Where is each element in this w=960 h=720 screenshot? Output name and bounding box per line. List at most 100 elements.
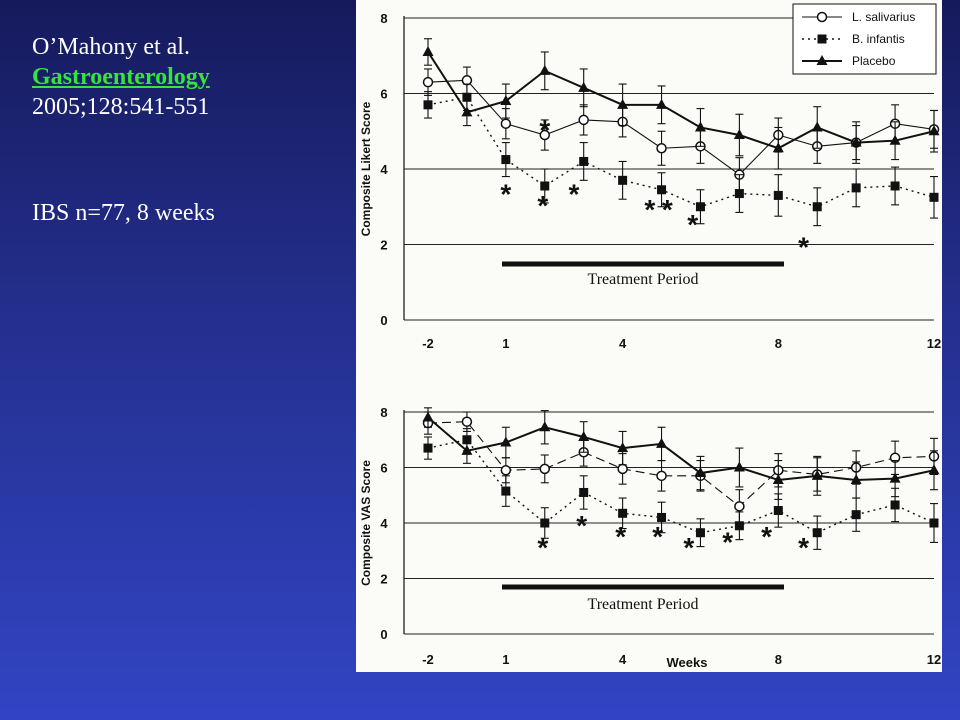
data-point bbox=[733, 461, 745, 472]
y-axis-label: Composite Likert Score bbox=[359, 101, 373, 236]
data-point bbox=[617, 98, 629, 109]
citation-authors: O’Mahony et al. bbox=[32, 34, 190, 60]
y-tick-label: 6 bbox=[380, 461, 387, 476]
legend-label: L. salivarius bbox=[852, 10, 915, 24]
chart-1: 0 2 4 6 8 Composite Likert Score -2 1 4 8 12 Treatm… bbox=[359, 3, 941, 351]
data-point bbox=[500, 436, 512, 447]
data-point bbox=[889, 472, 901, 483]
data-point bbox=[539, 463, 551, 475]
data-point bbox=[772, 473, 784, 484]
data-point bbox=[540, 518, 550, 528]
significance-star: * bbox=[798, 232, 809, 263]
data-point bbox=[579, 487, 589, 497]
study-info: IBS n=77, 8 weeks bbox=[32, 200, 215, 226]
citation-reference: 2005;128:541-551 bbox=[32, 94, 210, 120]
data-point bbox=[929, 518, 939, 528]
legend-marker bbox=[816, 11, 828, 23]
significance-star: * bbox=[798, 532, 809, 563]
chart-2: 0 2 4 6 8 Composite VAS Score -2 1 4 8 12 Weeks Trea… bbox=[359, 405, 941, 670]
data-point bbox=[734, 521, 744, 531]
legend-label: Placebo bbox=[852, 54, 896, 68]
y-tick-label: 2 bbox=[380, 572, 387, 587]
x-tick-label: 1 bbox=[502, 652, 509, 667]
data-point bbox=[462, 92, 472, 102]
significance-star: * bbox=[761, 521, 772, 552]
y-axis-label: Composite VAS Score bbox=[359, 460, 373, 586]
data-point bbox=[501, 155, 511, 165]
series-line bbox=[427, 96, 935, 208]
data-point bbox=[539, 421, 551, 432]
x-tick-label: 4 bbox=[619, 652, 627, 667]
data-point bbox=[578, 430, 590, 441]
data-point bbox=[890, 181, 900, 191]
y-tick-label: 4 bbox=[380, 516, 388, 531]
x-tick-label: 8 bbox=[775, 652, 782, 667]
data-point bbox=[500, 465, 512, 476]
data-point bbox=[617, 442, 629, 453]
data-point bbox=[889, 134, 901, 145]
data-point bbox=[501, 486, 511, 496]
data-point bbox=[461, 106, 473, 117]
data-point bbox=[578, 114, 589, 126]
citation-block: O’Mahony et al. Gastroenterology 2005;12… bbox=[32, 32, 215, 228]
legend: L. salivarius B. infantis Placebo bbox=[792, 3, 937, 75]
data-point bbox=[500, 95, 512, 106]
data-point bbox=[618, 508, 628, 518]
treatment-period-label: Treatment Period bbox=[588, 596, 699, 613]
journal-link[interactable]: Gastroenterology bbox=[32, 64, 210, 90]
data-point bbox=[851, 183, 861, 193]
significance-star: * bbox=[644, 194, 655, 225]
significance-star: * bbox=[615, 521, 626, 552]
x-tick-label: -2 bbox=[422, 336, 434, 351]
series-line bbox=[427, 421, 935, 508]
data-point bbox=[694, 121, 706, 132]
data-point bbox=[656, 98, 668, 109]
series-line bbox=[427, 416, 935, 482]
data-point bbox=[928, 125, 940, 136]
y-tick-label: 6 bbox=[380, 87, 387, 102]
y-tick-label: 8 bbox=[380, 11, 387, 26]
y-tick-label: 0 bbox=[380, 627, 387, 642]
legend-box bbox=[792, 3, 937, 75]
data-point bbox=[657, 512, 667, 522]
data-point bbox=[461, 444, 473, 455]
data-point bbox=[422, 45, 434, 56]
legend-marker bbox=[817, 34, 827, 44]
series-placebo bbox=[422, 38, 940, 170]
legend-label: B. infantis bbox=[852, 32, 905, 46]
data-point bbox=[422, 411, 434, 422]
data-point bbox=[733, 129, 745, 140]
data-point bbox=[695, 528, 705, 538]
figure-panel: 0 2 4 6 8 Composite Likert Score -2 1 4 8 12 Treatm… bbox=[356, 0, 942, 672]
data-point bbox=[890, 500, 900, 510]
series-line bbox=[427, 79, 935, 176]
data-point bbox=[929, 192, 939, 202]
series-b-infantis bbox=[423, 83, 939, 227]
significance-star: * bbox=[569, 179, 580, 210]
series-b-infantis bbox=[423, 428, 939, 550]
x-tick-label: 1 bbox=[502, 336, 509, 351]
data-point bbox=[461, 416, 473, 427]
data-point bbox=[500, 118, 512, 129]
series-placebo bbox=[422, 407, 940, 500]
data-point bbox=[811, 469, 823, 480]
data-point bbox=[656, 142, 667, 154]
x-tick-label: 12 bbox=[927, 652, 941, 667]
significance-star: * bbox=[537, 532, 548, 563]
data-point bbox=[578, 81, 590, 92]
series-l-salivarius bbox=[422, 66, 940, 193]
data-point bbox=[773, 506, 783, 516]
x-tick-label: 8 bbox=[775, 336, 782, 351]
data-point bbox=[851, 510, 861, 520]
data-point bbox=[656, 437, 668, 448]
data-point bbox=[928, 464, 940, 475]
significance-star: * bbox=[576, 510, 587, 541]
data-point bbox=[694, 467, 706, 478]
data-point bbox=[734, 189, 744, 199]
x-tick-label: 12 bbox=[927, 336, 941, 351]
data-point bbox=[423, 443, 433, 453]
data-point bbox=[695, 202, 705, 212]
y-tick-label: 4 bbox=[380, 162, 388, 177]
significance-star: * bbox=[652, 521, 663, 552]
data-point bbox=[850, 136, 862, 147]
